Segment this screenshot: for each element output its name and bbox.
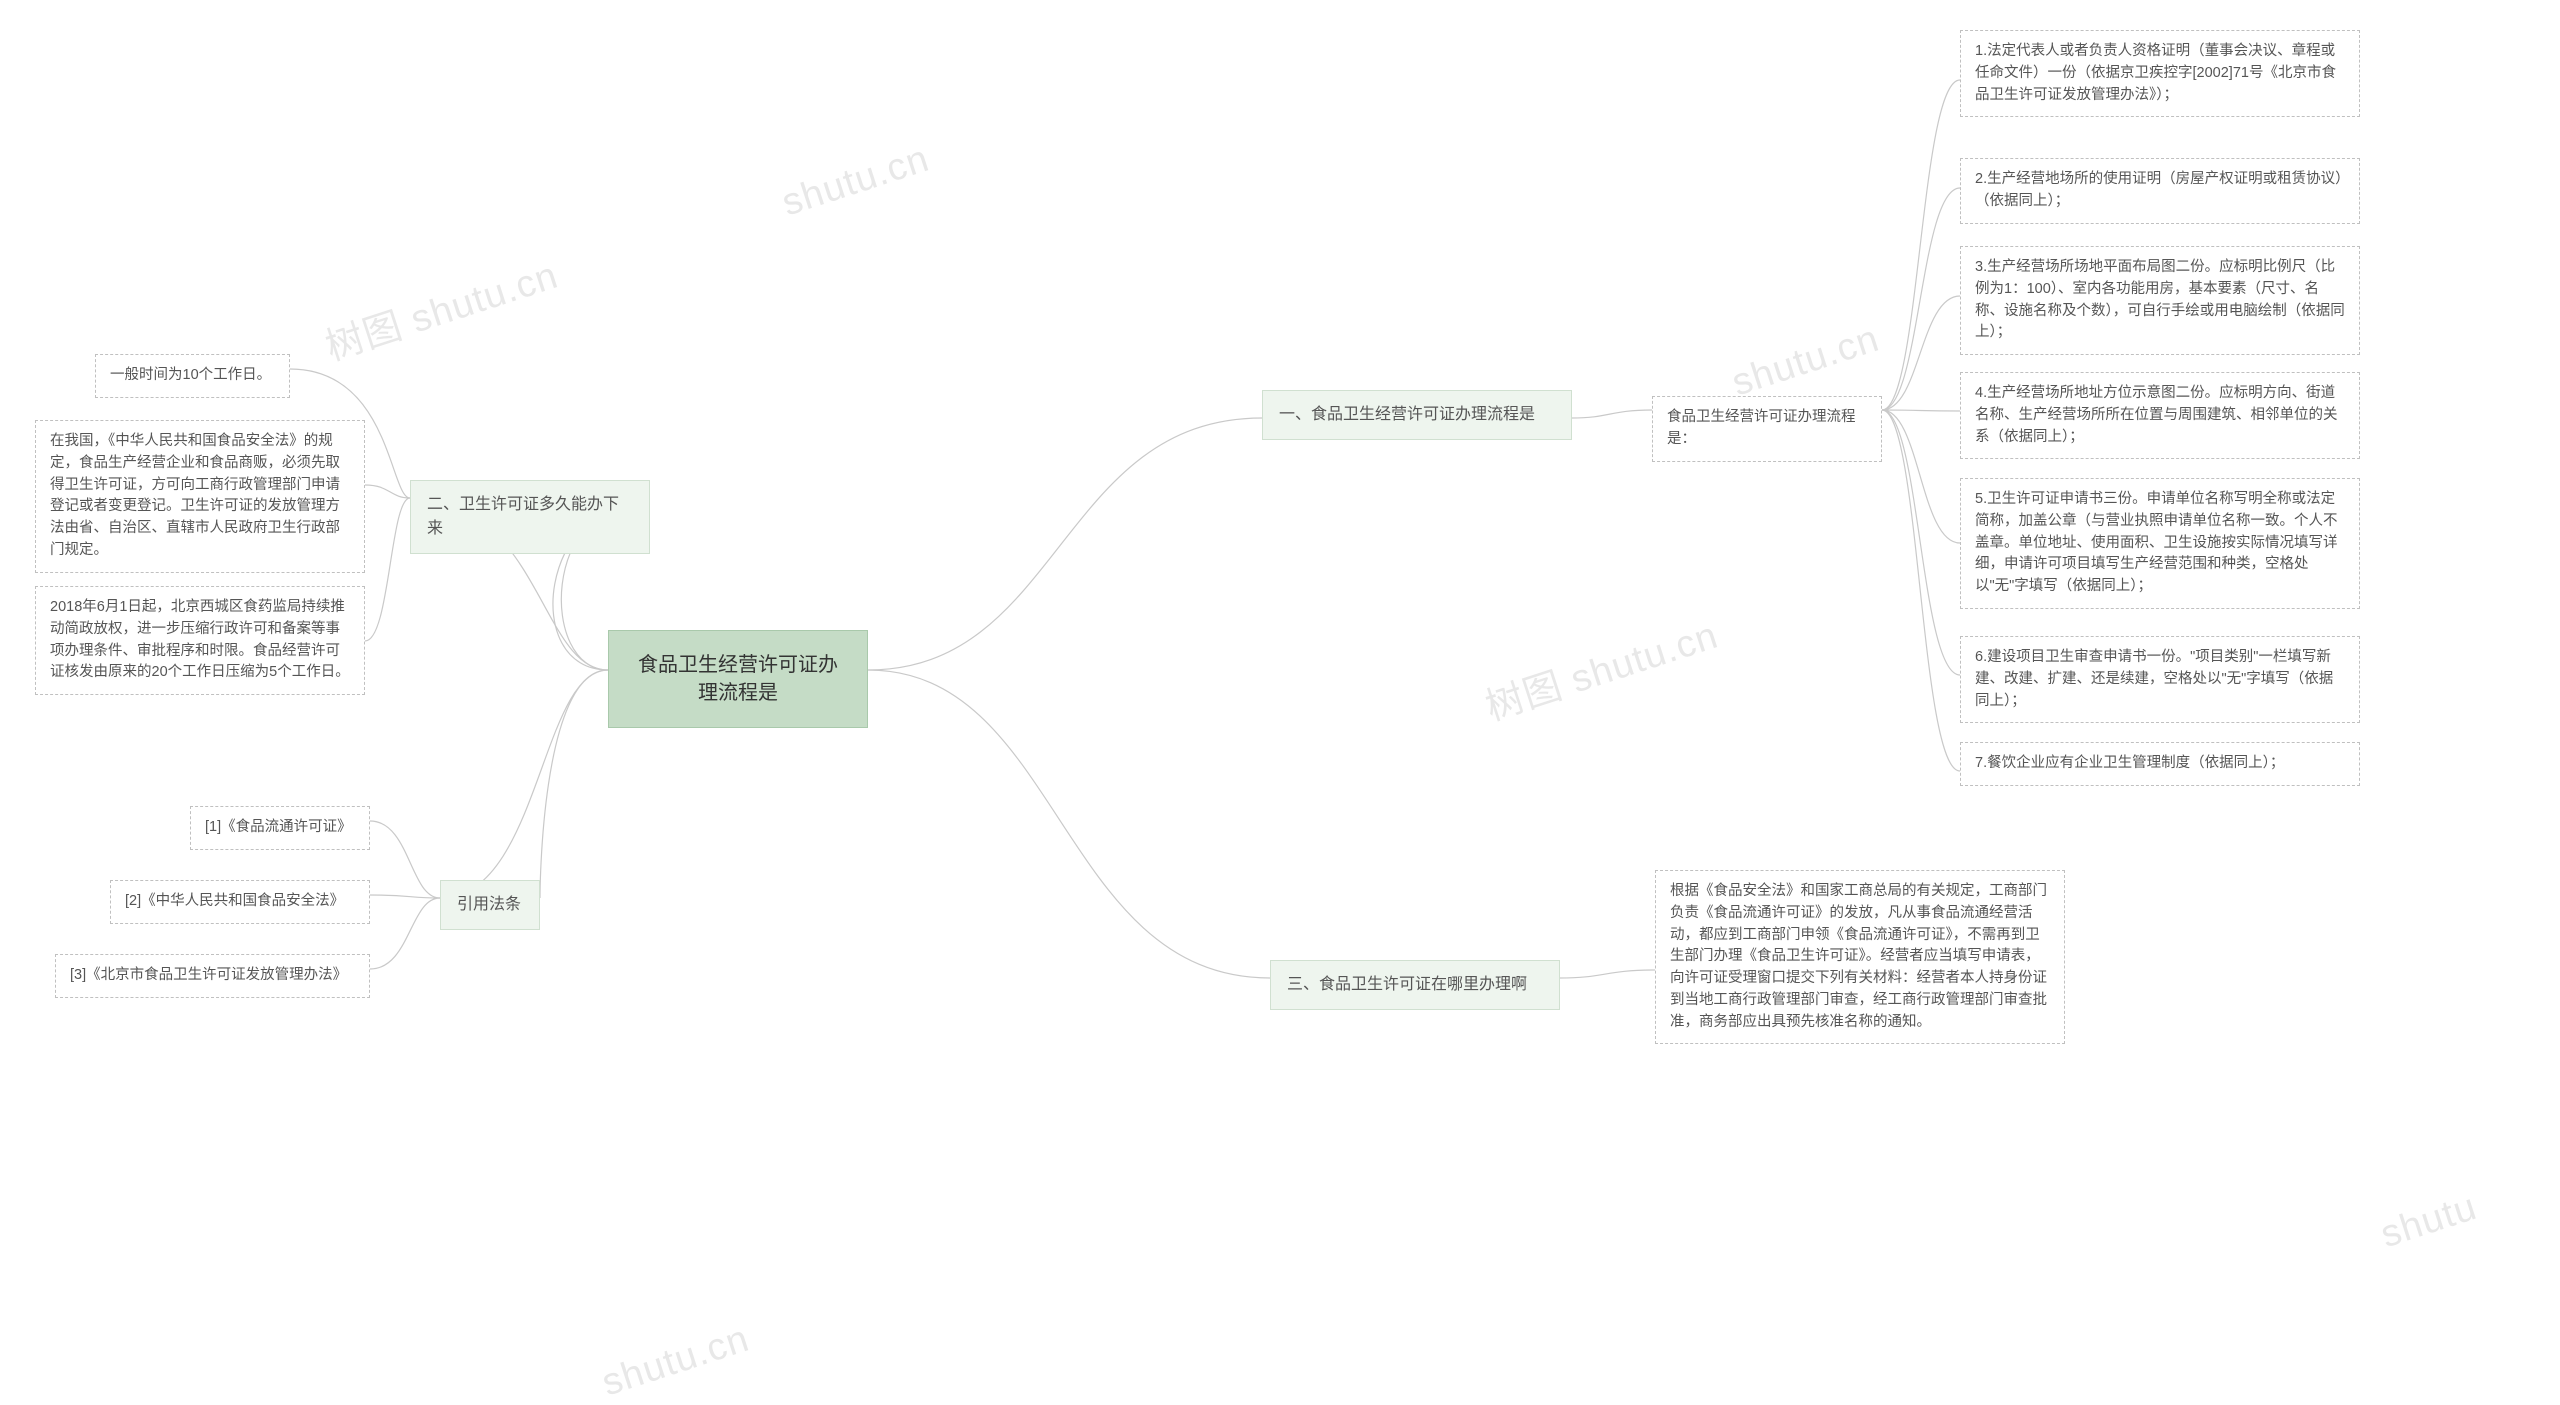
watermark: shutu.cn (597, 1318, 755, 1405)
watermark: shutu (2376, 1186, 2482, 1257)
leaf-1-5[interactable]: 5.卫生许可证申请书三份。申请单位名称写明全称或法定简称，加盖公章（与营业执照申… (1960, 478, 2360, 609)
watermark: 树图 shutu.cn (317, 244, 563, 371)
leaf-3-1[interactable]: 根据《食品安全法》和国家工商总局的有关规定，工商部门负责《食品流通许可证》的发放… (1655, 870, 2065, 1044)
leaf-2-3[interactable]: 2018年6月1日起，北京西城区食药监局持续推动简政放权，进一步压缩行政许可和备… (35, 586, 365, 695)
leaf-1-7[interactable]: 7.餐饮企业应有企业卫生管理制度（依据同上）； (1960, 742, 2360, 786)
leaf-1-3[interactable]: 3.生产经营场所场地平面布局图二份。应标明比例尺（比例为1：100）、室内各功能… (1960, 246, 2360, 355)
branch-3[interactable]: 三、食品卫生许可证在哪里办理啊 (1270, 960, 1560, 1010)
leaf-2-1[interactable]: 一般时间为10个工作日。 (95, 354, 290, 398)
branch-1-sub[interactable]: 食品卫生经营许可证办理流程是： (1652, 396, 1882, 462)
branch-1[interactable]: 一、食品卫生经营许可证办理流程是 (1262, 390, 1572, 440)
watermark: shutu.cn (1727, 318, 1885, 406)
leaf-1-4[interactable]: 4.生产经营场所地址方位示意图二份。应标明方向、街道名称、生产经营场所所在位置与… (1960, 372, 2360, 459)
leaf-1-2[interactable]: 2.生产经营地场所的使用证明（房屋产权证明或租赁协议）（依据同上）； (1960, 158, 2360, 224)
leaf-4-2[interactable]: [2]《中华人民共和国食品安全法》 (110, 880, 370, 924)
branch-4[interactable]: 引用法条 (440, 880, 540, 930)
branch-2[interactable]: 二、卫生许可证多久能办下来 (410, 480, 650, 554)
leaf-4-1[interactable]: [1]《食品流通许可证》 (190, 806, 370, 850)
leaf-4-3[interactable]: [3]《北京市食品卫生许可证发放管理办法》 (55, 954, 370, 998)
leaf-2-2[interactable]: 在我国，《中华人民共和国食品安全法》的规定，食品生产经营企业和食品商贩，必须先取… (35, 420, 365, 573)
watermark: shutu.cn (777, 138, 935, 226)
leaf-1-1[interactable]: 1.法定代表人或者负责人资格证明（董事会决议、章程或任命文件）一份（依据京卫疾控… (1960, 30, 2360, 117)
watermark: 树图 shutu.cn (1477, 604, 1723, 731)
mindmap-canvas: 树图 shutu.cn shutu.cn shutu.cn 树图 shutu.c… (0, 0, 2560, 1384)
root-node[interactable]: 食品卫生经营许可证办理流程是 (608, 630, 868, 728)
leaf-1-6[interactable]: 6.建设项目卫生审查申请书一份。"项目类别"一栏填写新建、改建、扩建、还是续建，… (1960, 636, 2360, 723)
